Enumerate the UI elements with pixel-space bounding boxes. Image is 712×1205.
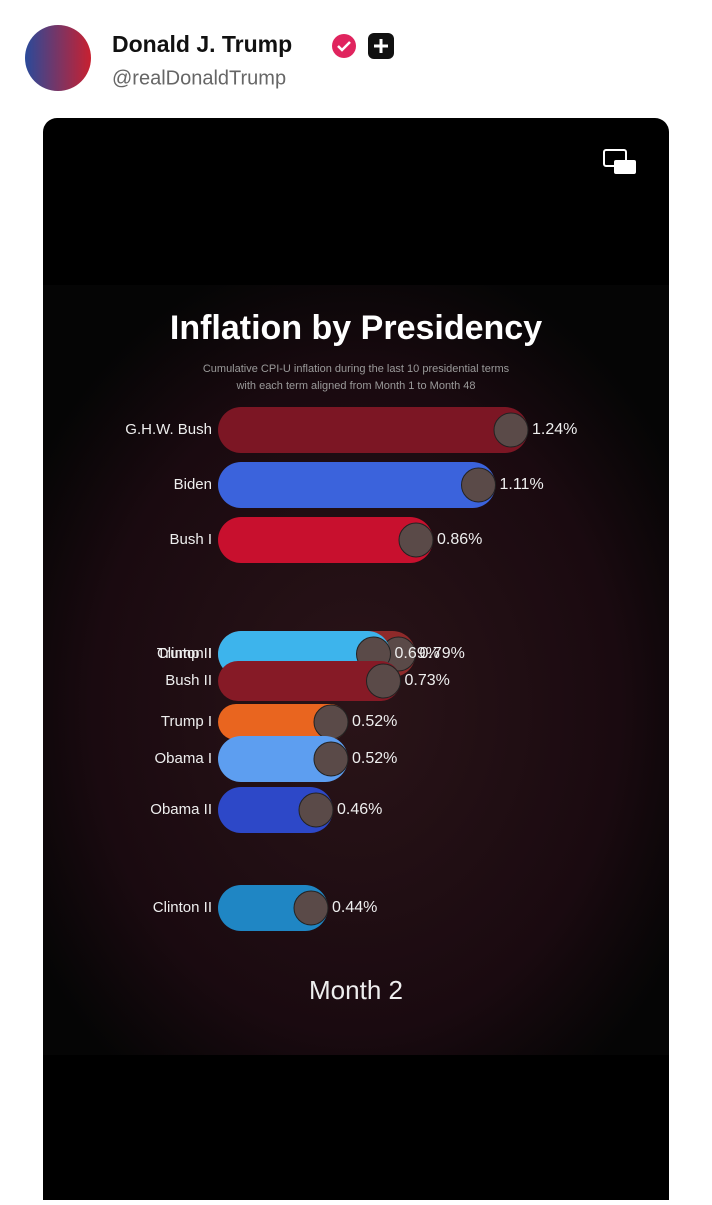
verified-check xyxy=(337,41,351,52)
month-label: Month 2 xyxy=(309,975,403,1005)
value-label: 0.73% xyxy=(405,672,450,689)
bar xyxy=(218,736,348,782)
bar xyxy=(218,661,401,701)
category-label: Bush I xyxy=(169,531,212,548)
value-label: 0.52% xyxy=(352,750,397,767)
chart-subtitle: with each term aligned from Month 1 to M… xyxy=(235,380,475,392)
portrait xyxy=(398,522,434,558)
category-label: Trump I xyxy=(161,713,212,730)
category-label: Clinton II xyxy=(153,899,212,916)
category-label: Clinton I xyxy=(157,645,212,662)
plus-sign xyxy=(374,39,388,53)
category-label: Bush II xyxy=(165,672,212,689)
verified-badge xyxy=(332,34,356,58)
bar xyxy=(218,704,348,740)
category-label: Obama I xyxy=(154,750,212,767)
bar xyxy=(218,462,496,508)
category-label: Biden xyxy=(174,476,212,493)
value-label: 0.44% xyxy=(332,899,377,916)
value-label: 0.52% xyxy=(352,713,397,730)
value-label: 0.69% xyxy=(395,645,440,662)
category-label: Trump II xyxy=(157,645,212,662)
value-label: 0.86% xyxy=(437,531,482,548)
chart-subtitle: Cumulative CPI-U inflation during the la… xyxy=(203,363,510,375)
bar xyxy=(218,407,528,453)
avatar[interactable] xyxy=(25,25,91,91)
portrait xyxy=(493,412,529,448)
value-label: 0.79% xyxy=(420,645,465,662)
author-name[interactable]: Donald J. Trump xyxy=(112,31,292,57)
bars: 1.24% G.H.W. Bush 1.11% Biden 0.86% Bush I 0.7… xyxy=(125,407,577,931)
portrait xyxy=(293,890,329,926)
portrait xyxy=(298,792,334,828)
media-icon-back xyxy=(614,160,636,174)
portrait xyxy=(366,663,401,699)
bar xyxy=(218,517,433,563)
portrait xyxy=(461,467,496,503)
value-label: 0.46% xyxy=(337,801,382,818)
portrait xyxy=(313,704,349,740)
author-handle[interactable]: @realDonaldTrump xyxy=(112,67,286,89)
value-label: 1.24% xyxy=(532,421,577,438)
chart-title: Inflation by Presidency xyxy=(170,309,542,347)
category-label: G.H.W. Bush xyxy=(125,421,212,438)
value-label: 1.11% xyxy=(500,476,544,493)
portrait xyxy=(313,741,349,777)
category-label: Obama II xyxy=(150,801,212,818)
